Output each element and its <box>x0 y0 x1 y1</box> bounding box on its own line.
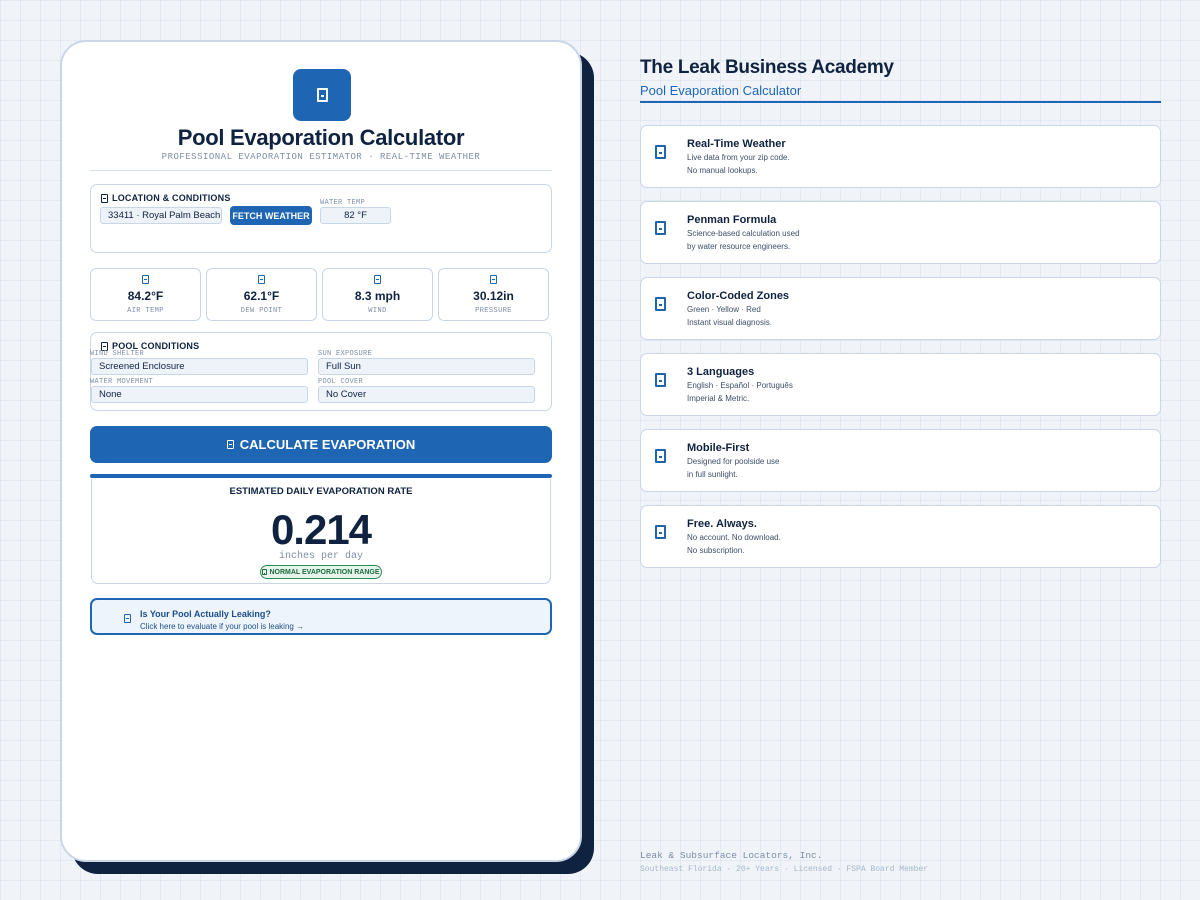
thermometer-icon <box>142 275 149 284</box>
pool-conditions-panel: POOL CONDITIONS WIND SHELTER Screened En… <box>90 332 552 411</box>
globe-icon <box>655 373 666 387</box>
feature-card: Mobile-First Designed for poolside use i… <box>640 429 1161 492</box>
pool-conditions-label: POOL CONDITIONS <box>101 341 199 351</box>
feature-card: Penman Formula Science-based calculation… <box>640 201 1161 264</box>
sun-exposure-select[interactable]: Full Sun <box>318 358 535 375</box>
feature-line: No account. No download. <box>687 533 781 542</box>
formula-icon <box>655 221 666 235</box>
result-accent-bar <box>90 474 552 478</box>
stat-label: WIND <box>368 307 387 315</box>
gift-icon <box>655 525 666 539</box>
pool-cover-select[interactable]: No Cover <box>318 386 535 403</box>
feature-line: Imperial & Metric. <box>687 394 750 403</box>
stat-air-temp: 84.2°F AIR TEMP <box>90 268 201 321</box>
feature-line: Green · Yellow · Red <box>687 305 761 314</box>
page-subtitle: PROFESSIONAL EVAPORATION ESTIMATOR · REA… <box>161 152 481 162</box>
leak-check-link[interactable]: Is Your Pool Actually Leaking? Click her… <box>90 598 552 635</box>
water-temp-label: WATER TEMP <box>320 199 366 207</box>
stat-wind: 8.3 mph WIND <box>322 268 433 321</box>
stat-value: 8.3 mph <box>354 289 401 303</box>
stat-value: 30.12in <box>473 289 514 303</box>
result-unit: inches per day <box>278 551 363 562</box>
result-heading: ESTIMATED DAILY EVAPORATION RATE <box>229 486 413 497</box>
leak-card-title: Is Your Pool Actually Leaking? <box>140 609 271 619</box>
location-panel: LOCATION & CONDITIONS 33411 · Royal Palm… <box>90 184 552 253</box>
calculator-device: Pool Evaporation Calculator PROFESSIONAL… <box>60 40 582 862</box>
sun-exposure-label: SUN EXPOSURE <box>318 350 373 358</box>
page-title: Pool Evaporation Calculator <box>177 125 465 150</box>
stat-value: 84.2°F <box>127 289 164 303</box>
stat-label: DEW POINT <box>240 307 283 315</box>
feature-line: English · Español · Português <box>687 381 793 390</box>
gauge-icon <box>490 275 497 284</box>
feature-title: Free. Always. <box>687 518 757 530</box>
water-movement-select[interactable]: None <box>91 386 308 403</box>
footer-company: Leak & Subsurface Locators, Inc. <box>640 850 823 861</box>
pool-icon <box>293 69 351 121</box>
location-panel-label: LOCATION & CONDITIONS <box>101 193 231 203</box>
leak-card-subtitle: Click here to evaluate if your pool is l… <box>140 622 305 631</box>
traffic-light-icon <box>655 297 666 311</box>
check-icon <box>262 569 268 575</box>
feature-card: Real-Time Weather Live data from your zi… <box>640 125 1161 188</box>
wind-shelter-select[interactable]: Screened Enclosure <box>91 358 308 375</box>
water-movement-label: WATER MOVEMENT <box>90 378 154 386</box>
wind-icon <box>374 275 381 284</box>
status-badge-text: NORMAL EVAPORATION RANGE <box>269 568 380 576</box>
location-input[interactable]: 33411 · Royal Palm Beach F <box>100 207 222 224</box>
result-value: 0.214 <box>270 506 372 553</box>
feature-line: Science-based calculation used <box>687 229 800 238</box>
feature-title: Real-Time Weather <box>687 138 786 150</box>
pool-cover-label: POOL COVER <box>318 378 364 386</box>
feature-title: Color-Coded Zones <box>687 290 790 302</box>
search-icon <box>124 614 131 623</box>
feature-title: Mobile-First <box>687 442 750 454</box>
stat-label: PRESSURE <box>475 307 512 315</box>
feature-line: in full sunlight. <box>687 470 738 479</box>
pool-conditions-label-text: POOL CONDITIONS <box>112 341 200 351</box>
fetch-weather-button[interactable]: FETCH WEATHER <box>230 206 312 225</box>
feature-line: No subscription. <box>687 546 745 555</box>
calculate-button-label: CALCULATE EVAPORATION <box>239 437 416 452</box>
feature-title: Penman Formula <box>687 214 777 226</box>
feature-card: 3 Languages English · Español · Portuguê… <box>640 353 1161 416</box>
location-icon <box>101 193 108 203</box>
feature-line: Instant visual diagnosis. <box>687 318 772 327</box>
calculator-icon <box>226 440 234 449</box>
feature-card: Color-Coded Zones Green · Yellow · Red I… <box>640 277 1161 340</box>
feature-line: by water resource engineers. <box>687 242 791 251</box>
stat-dew-point: 62.1°F DEW POINT <box>206 268 317 321</box>
droplet-icon <box>258 275 265 284</box>
status-badge: NORMAL EVAPORATION RANGE <box>260 565 382 579</box>
cloud-icon <box>655 145 666 159</box>
brand-title: The Leak Business Academy <box>640 57 894 78</box>
result-panel: ESTIMATED DAILY EVAPORATION RATE 0.214 i… <box>91 479 551 584</box>
brand-divider <box>640 101 1161 103</box>
stat-pressure: 30.12in PRESSURE <box>438 268 549 321</box>
feature-line: No manual lookups. <box>687 166 758 175</box>
feature-title: 3 Languages <box>687 366 755 378</box>
location-panel-label-text: LOCATION & CONDITIONS <box>112 193 231 203</box>
calculate-evaporation-button[interactable]: CALCULATE EVAPORATION <box>90 426 552 463</box>
feature-line: Live data from your zip code. <box>687 153 790 162</box>
pool-conditions-icon <box>101 341 108 351</box>
title-divider <box>90 170 552 171</box>
mobile-icon <box>655 449 666 463</box>
water-temp-input[interactable]: 82 °F <box>320 207 391 224</box>
footer-details: Southeast Florida · 20+ Years · Licensed… <box>640 865 929 874</box>
feature-card: Free. Always. No account. No download. N… <box>640 505 1161 568</box>
stat-label: AIR TEMP <box>127 307 164 315</box>
stat-value: 62.1°F <box>243 289 280 303</box>
wind-shelter-label: WIND SHELTER <box>90 350 145 358</box>
feature-line: Designed for poolside use <box>687 457 780 466</box>
brand-subtitle: Pool Evaporation Calculator <box>640 83 802 98</box>
